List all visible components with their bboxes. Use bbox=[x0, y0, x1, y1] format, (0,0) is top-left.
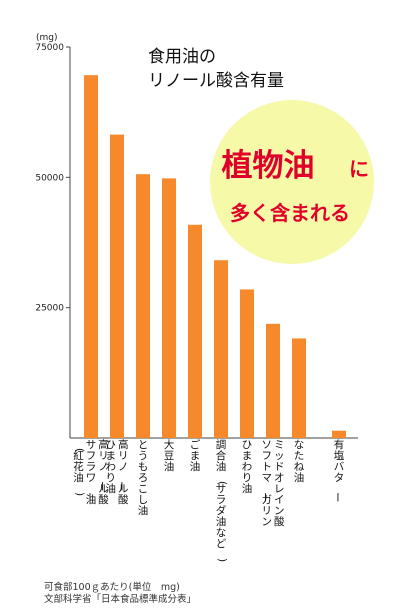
bar bbox=[110, 134, 124, 439]
y-axis-unit: (mg) bbox=[36, 33, 58, 43]
x-tick-label: ひまわり油 bbox=[242, 439, 253, 495]
x-tick-label: ひまわり油 bbox=[106, 439, 117, 495]
footnote-line2: 文部科学省「日本食品標準成分表」 bbox=[44, 594, 197, 605]
chart-title-line2: リノール酸含有量 bbox=[148, 71, 284, 91]
callout-bubble: 植物油 に 多く含まれる bbox=[210, 100, 374, 264]
y-ticks: 75000 50000 25000 bbox=[35, 43, 70, 314]
y-tick-label: 75000 bbox=[35, 43, 64, 53]
x-labels: 高リノール酸サフラワー油(紅花油)高リノール酸ひまわり油とうもろこし油大豆油ごま… bbox=[73, 438, 345, 562]
x-tick-label: 調合油(サラダ油など) bbox=[216, 438, 228, 562]
x-tick-label: 大豆油 bbox=[164, 438, 175, 473]
callout-line2: 多く含まれる bbox=[230, 201, 350, 225]
x-tick-label: とうもろこし油 bbox=[138, 439, 149, 517]
bar bbox=[240, 289, 254, 438]
chart-title-line1: 食用油の bbox=[148, 47, 216, 67]
x-tick-label: 高リノール酸 bbox=[115, 438, 129, 506]
bar bbox=[214, 260, 228, 438]
bar bbox=[188, 224, 202, 438]
x-tick-label: (紅花油) bbox=[73, 448, 85, 496]
x-tick-label: ミッドオレイン酸 bbox=[274, 439, 285, 528]
callout-line1-suffix: に bbox=[349, 157, 369, 181]
bar bbox=[332, 430, 346, 438]
y-tick-label: 50000 bbox=[35, 173, 64, 183]
y-tick-label: 25000 bbox=[35, 304, 64, 314]
x-tick-label: サフラワー油 bbox=[83, 439, 97, 506]
x-tick-label: 高リノール酸 bbox=[95, 438, 109, 506]
bar bbox=[84, 75, 98, 438]
bar bbox=[292, 338, 306, 438]
bar bbox=[136, 174, 150, 439]
x-tick-label: 有塩バター bbox=[331, 438, 345, 503]
bar bbox=[266, 323, 280, 438]
x-tick-label: ごま油 bbox=[190, 438, 201, 473]
bars bbox=[84, 75, 346, 439]
x-tick-label: ソフトマーガリン bbox=[259, 439, 273, 528]
footnote-line1: 可食部100ｇあたり(単位 mg) bbox=[44, 582, 180, 593]
bar bbox=[162, 178, 176, 438]
callout-circle bbox=[210, 100, 374, 264]
callout-line1: 植物油 bbox=[222, 148, 315, 184]
x-tick-label: なたね油 bbox=[294, 439, 305, 484]
